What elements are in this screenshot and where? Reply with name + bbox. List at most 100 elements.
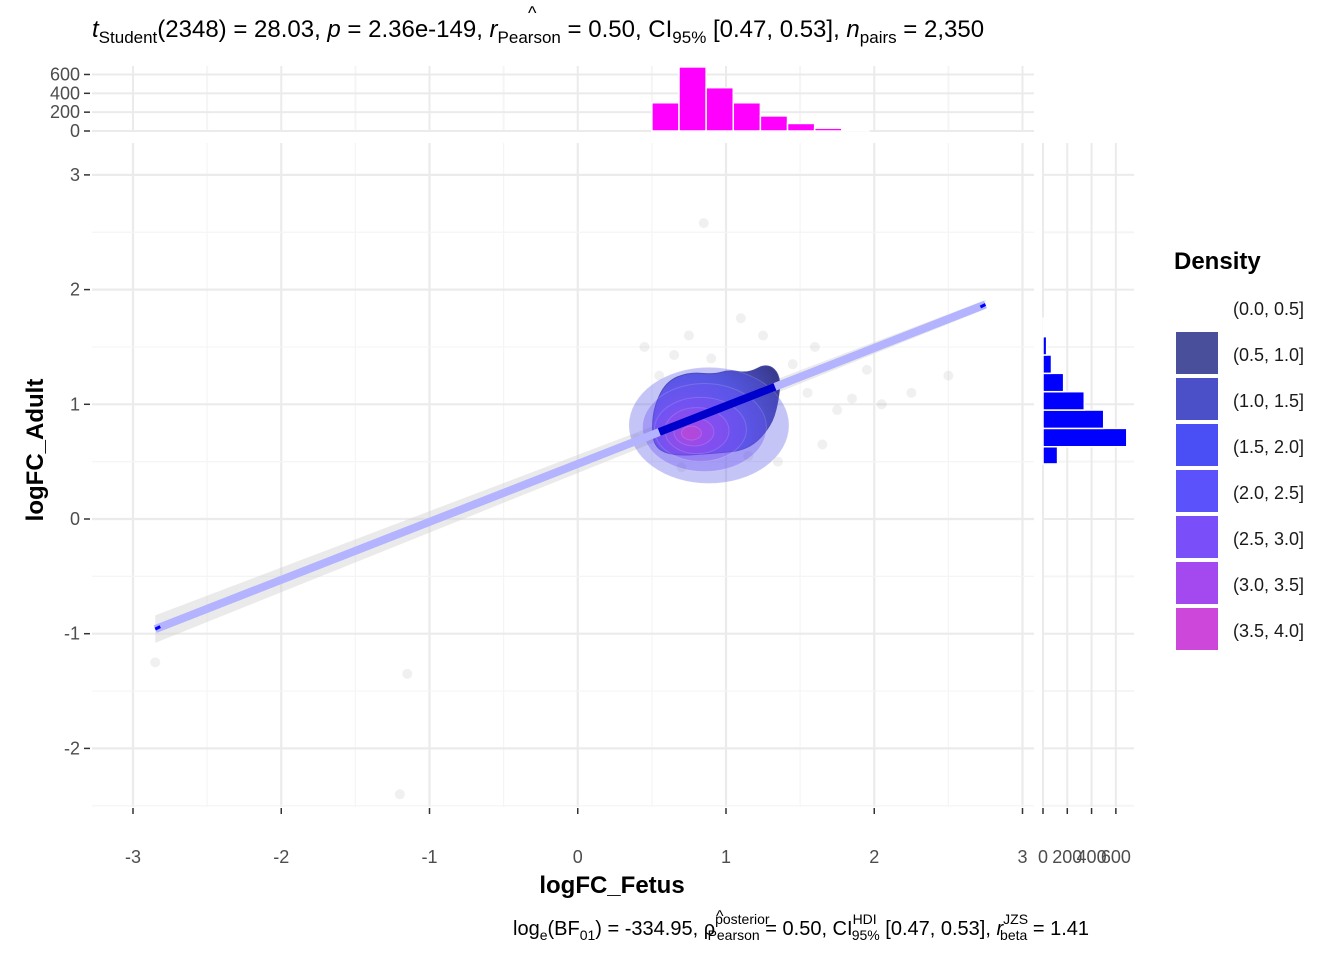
x-axis-tick-label: 3 <box>1017 847 1027 867</box>
legend-key <box>1176 608 1218 650</box>
caption-log-sub: e <box>540 927 548 943</box>
caption-ci-sub: 95% <box>852 927 880 943</box>
subtitle-r-hat: ^ <box>528 3 537 23</box>
legend-label: (0.5, 1.0] <box>1233 345 1304 365</box>
subtitle-ci-sub: 95% <box>672 28 706 47</box>
regression-line-start <box>154 625 161 631</box>
top-histogram-bar <box>732 101 762 132</box>
top-histogram-tick-label: 600 <box>50 64 80 84</box>
scatter-point <box>706 353 717 364</box>
caption-log: log <box>513 918 540 940</box>
y-axis-tick-label: -2 <box>64 738 80 758</box>
subtitle-df-text: (2348) = 28.03, <box>157 16 327 43</box>
legend-key <box>1176 516 1218 558</box>
legend-key <box>1176 562 1218 604</box>
points-layer <box>150 218 954 800</box>
legend-key <box>1176 470 1218 512</box>
right-histogram-tick-label: 0 <box>1038 847 1048 867</box>
top-histogram-bar <box>705 86 735 132</box>
right-histogram-tick-label: 400 <box>1077 847 1107 867</box>
scatter-point <box>735 313 746 324</box>
right-histogram-bar <box>1042 317 1045 338</box>
legend-label: (0.0, 0.5] <box>1233 299 1304 319</box>
y-axis-tick-label: 0 <box>70 509 80 529</box>
density-contour-level <box>680 425 702 441</box>
right-histogram-bar <box>1042 445 1059 465</box>
top-histogram-bar <box>759 115 789 132</box>
subtitle-t-sub: Student <box>99 28 158 47</box>
caption-rho-symbol: ρ <box>704 918 715 940</box>
legend-title: Density <box>1174 248 1261 275</box>
scatter-point <box>832 405 843 416</box>
scatter-point <box>847 393 858 404</box>
legend-key <box>1176 378 1218 420</box>
caption-rho-sup: posterior <box>715 911 770 927</box>
scatter-point <box>802 387 813 398</box>
y-axis-tick-label: 2 <box>70 280 80 300</box>
legend-label: (1.0, 1.5] <box>1233 391 1304 411</box>
y-axis-tick-label: 1 <box>70 394 80 414</box>
subtitle-n-sub: pairs <box>860 28 897 47</box>
right-histogram-bar <box>1042 427 1128 448</box>
x-axis-tick-label: -3 <box>125 847 141 867</box>
caption-rho-text: = 0.50, CI <box>760 918 853 940</box>
caption-r-sup: JZS <box>1003 911 1028 927</box>
right-histogram-bar <box>1042 335 1048 356</box>
top-histogram-tick-label: 400 <box>50 83 80 103</box>
caption-ci-sup: HDI <box>853 911 877 927</box>
scatter-point <box>676 462 687 473</box>
scatter-point <box>150 657 161 668</box>
right-histogram-tick-label: 200 <box>1052 847 1082 867</box>
caption-bf-sub: 01 <box>580 927 596 943</box>
x-axis-tick-label: 2 <box>869 847 879 867</box>
plot-panel <box>92 143 1034 807</box>
y-axis-tick-label: -1 <box>64 624 80 644</box>
y-axis-tick-label: 3 <box>70 165 80 185</box>
regression-line <box>153 300 987 633</box>
x-axis-title: logFC_Fetus <box>539 872 684 899</box>
subtitle-top: tStudent(2348) = 28.03, p = 2.36e-149, r… <box>92 16 984 47</box>
top-histogram-tick-label: 0 <box>70 121 80 141</box>
subtitle-p-symbol: p <box>326 16 340 43</box>
scatter-point <box>394 789 405 800</box>
subtitle-n-symbol: n <box>846 16 859 43</box>
scatter-point <box>861 364 872 375</box>
subtitle-r-sub: Pearson <box>498 28 561 47</box>
x-axis-tick-label: -2 <box>273 847 289 867</box>
right-histogram-bar <box>1042 409 1105 430</box>
top-histogram-bar <box>786 122 816 132</box>
x-axis-tick-label: 0 <box>573 847 583 867</box>
legend-label: (2.5, 3.0] <box>1233 529 1304 549</box>
y-axis-title: logFC_Adult <box>22 379 49 522</box>
grid-layer <box>92 143 1034 807</box>
caption-r-sub: beta <box>1000 927 1027 943</box>
subtitle-t-symbol: t <box>92 16 100 43</box>
caption-ci-text: [0.47, 0.53], <box>880 918 997 940</box>
scatter-point <box>943 370 954 381</box>
scatter-point <box>906 387 917 398</box>
regression-line-end <box>979 303 987 309</box>
legend-label: (2.0, 2.5] <box>1233 483 1304 503</box>
top-histogram-panel <box>92 66 1034 131</box>
caption-bf-close: ) = -334.95, <box>595 918 703 940</box>
caption-r-text: = 1.41 <box>1027 918 1089 940</box>
x-axis-tick-label: -1 <box>421 847 437 867</box>
scatter-point <box>809 341 820 352</box>
subtitle-r-symbol: r <box>490 16 499 43</box>
scatter-point <box>654 370 665 381</box>
scatter-point <box>683 330 694 341</box>
density-contour-level <box>653 396 747 462</box>
subtitle-p-text: = 2.36e-149, <box>341 16 490 43</box>
legend-label: (1.5, 2.0] <box>1233 437 1304 457</box>
legend-key <box>1176 332 1218 374</box>
scatter-point <box>817 439 828 450</box>
top-histogram-bar <box>651 101 680 132</box>
right-histogram-bar <box>1042 354 1053 375</box>
scatter-point <box>743 450 754 461</box>
top-histogram-bar <box>841 129 870 132</box>
top-histogram-bar <box>813 127 843 132</box>
subtitle-n-text: = 2,350 <box>897 16 984 43</box>
scatter-point <box>402 668 413 679</box>
